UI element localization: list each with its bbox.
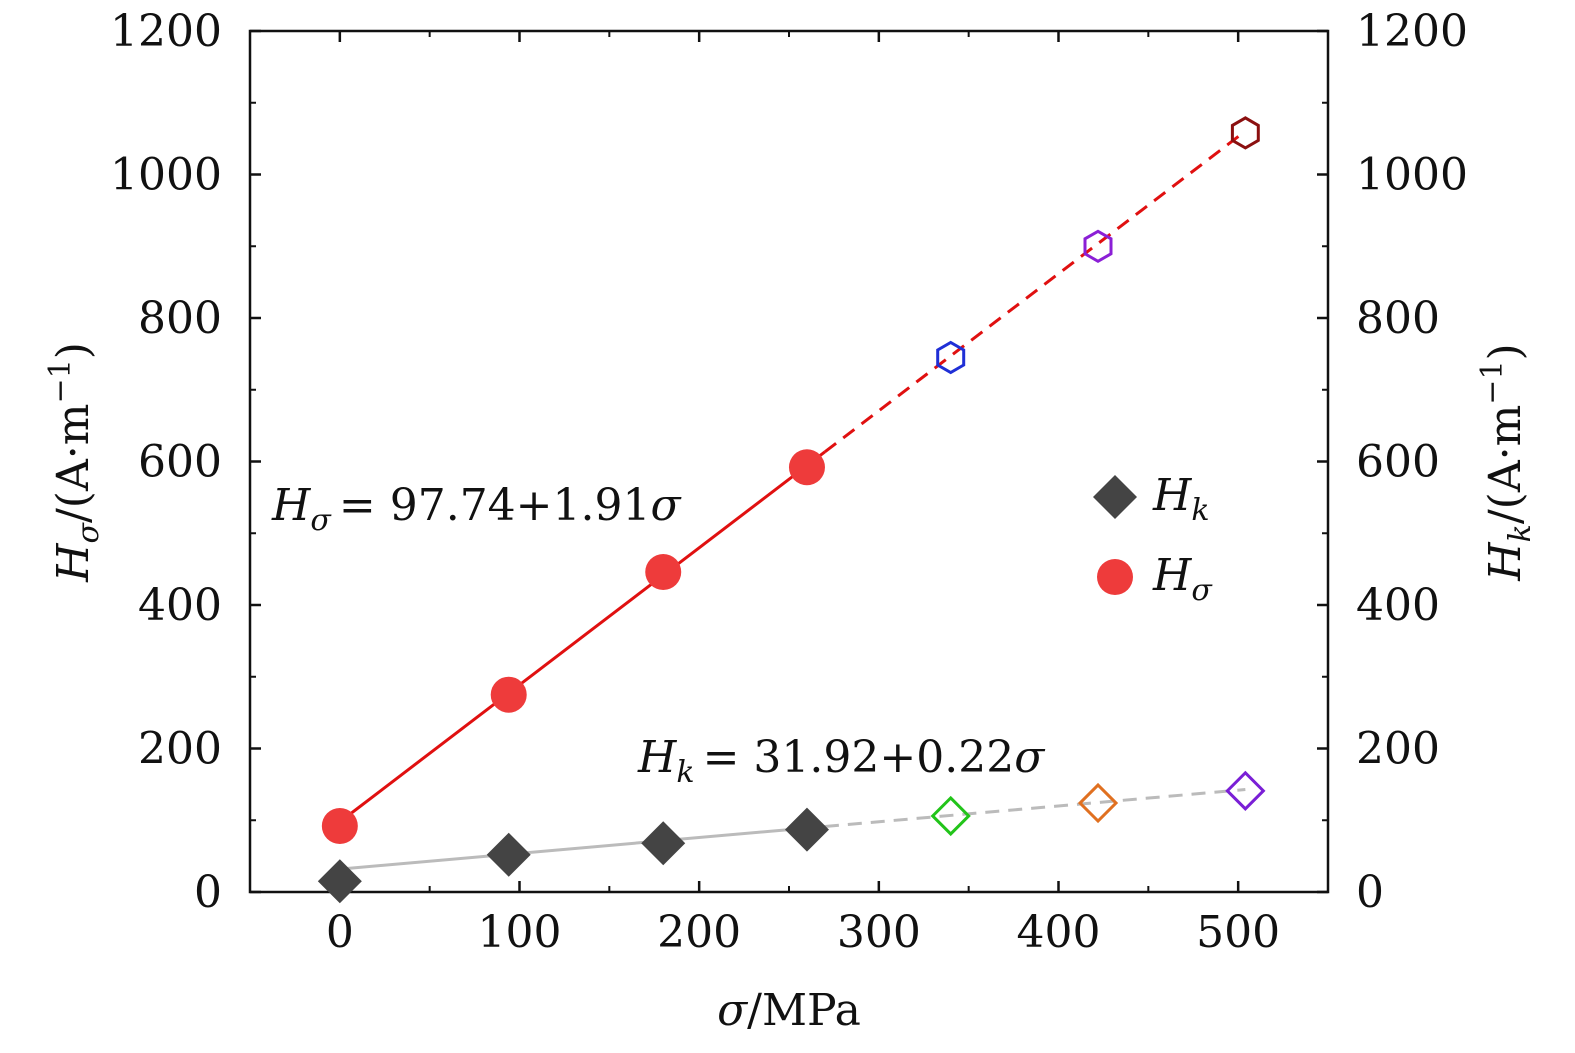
- ticks-layer: [249, 29, 1329, 894]
- x-tick-label: 400: [1017, 907, 1101, 958]
- y-right-axis-title: Hk/(A·m−1): [1475, 343, 1538, 581]
- x-tick-label: 200: [657, 907, 741, 958]
- h-k-equation: Hk = 31.92+0.22σ: [637, 732, 1046, 790]
- y-right-tick-label: 200: [1356, 724, 1440, 775]
- hk-predicted-point: [930, 795, 971, 837]
- hsigma-point: [321, 807, 358, 844]
- y-left-tick-label: 800: [138, 293, 222, 344]
- y-right-tick-label: 600: [1356, 437, 1440, 488]
- hsigma-point: [645, 553, 682, 590]
- y-right-tick-label: 1000: [1356, 150, 1468, 201]
- y-left-tick-label: 0: [194, 867, 222, 918]
- x-tick-label: 100: [478, 907, 562, 958]
- legend-marker-hsigma: [1097, 559, 1133, 595]
- y-left-tick-label: 1200: [110, 6, 222, 57]
- y-right-tick-label: 0: [1356, 867, 1384, 918]
- h-sigma-equation: Hσ = 97.74+1.91σ: [271, 480, 683, 538]
- hk-point: [317, 859, 362, 904]
- x-axis-title: σ/MPa: [717, 985, 861, 1036]
- legend-label-hk: Hk: [1152, 470, 1210, 528]
- h-k-fit-solid-line: [339, 824, 826, 871]
- legend: Hk Hσ: [1093, 470, 1213, 608]
- legend-label-hsigma: Hσ: [1152, 550, 1213, 608]
- y-left-axis-title: Hσ/(A·m−1): [43, 342, 106, 583]
- y-left-tick-label: 600: [138, 437, 222, 488]
- y-right-tick-label: 400: [1356, 580, 1440, 631]
- h-sigma-fit-dashed-line: [824, 129, 1247, 454]
- hk-point: [784, 807, 829, 852]
- x-tick-label: 300: [837, 907, 921, 958]
- hsigma-predicted-point: [1230, 116, 1260, 150]
- hsigma-point: [490, 676, 527, 713]
- hk-point: [641, 821, 686, 866]
- data-points-layer: [317, 116, 1266, 904]
- hk-predicted-point: [1077, 782, 1119, 824]
- hk-point: [486, 832, 531, 877]
- h-sigma-fit-solid-line: [338, 450, 826, 824]
- hk-predicted-point: [1225, 770, 1266, 811]
- y-right-tick-label: 1200: [1356, 6, 1468, 57]
- x-tick-label: 500: [1196, 907, 1280, 958]
- y-left-tick-label: 400: [138, 580, 222, 631]
- h-k-fit-dashed-line: [824, 788, 1246, 828]
- hsigma-predicted-point: [936, 340, 966, 375]
- fit-lines-layer: [338, 129, 1247, 871]
- y-left-tick-label: 1000: [110, 150, 222, 201]
- legend-marker-hk: [1093, 475, 1137, 519]
- hsigma-point: [788, 449, 825, 486]
- y-left-tick-label: 200: [138, 724, 222, 775]
- y-right-tick-label: 800: [1356, 293, 1440, 344]
- x-tick-label: 0: [326, 907, 354, 958]
- hsigma-predicted-point: [1083, 229, 1113, 264]
